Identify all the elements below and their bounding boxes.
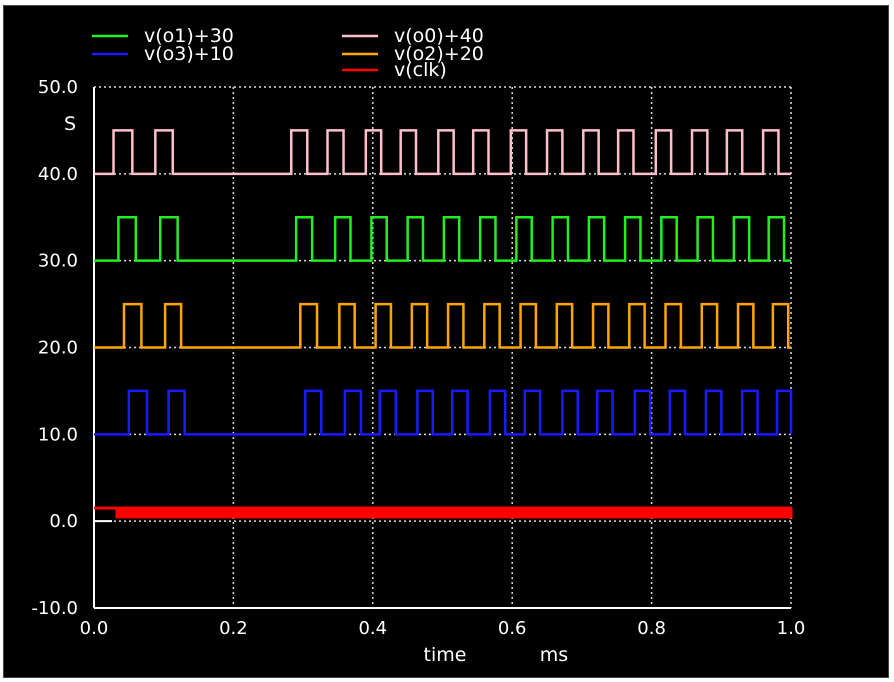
x-tick-label: 0.4 <box>358 618 387 639</box>
x-tick-label: 0.6 <box>498 618 527 639</box>
tick-labels: -10.00.010.020.030.040.050.00.0 0.2 0.4 0.6… <box>31 77 805 639</box>
y-tick-label: 20.0 <box>38 338 78 359</box>
y-tick-label: 10.0 <box>38 424 78 445</box>
y-tick-label: 0.0 <box>49 511 78 532</box>
legend-item[interactable]: v(o3)+10 <box>92 43 234 65</box>
traces <box>94 129 793 519</box>
legend-label: v(o2)+20 <box>394 43 484 65</box>
legend-label: v(o1)+30 <box>144 25 234 47</box>
y-tick-label: 30.0 <box>38 251 78 272</box>
x-tick-label: 1.0 <box>777 618 806 639</box>
y-tick-label: 40.0 <box>38 164 78 185</box>
x-axis-label: time <box>424 644 467 666</box>
legend-item[interactable]: v(o0)+40 <box>342 25 484 47</box>
waveform-chart: -10.00.010.020.030.040.050.00.0 0.2 0.4 0.6… <box>31 25 805 666</box>
legend-item[interactable]: v(o1)+30 <box>92 25 234 47</box>
x-tick-label: 0.8 <box>637 618 666 639</box>
legend[interactable]: v(o1)+30v(o3)+10 v(o0)+40v(o2)+20v(clk) <box>92 25 484 81</box>
x-tick-label: 0.2 <box>219 618 248 639</box>
trace-v-o0-40 <box>94 129 791 176</box>
x-tick-label: 0.0 <box>80 618 109 639</box>
trace-v-o1-30 <box>94 216 791 262</box>
y-tick-label: 50.0 <box>38 77 78 98</box>
legend-label: v(clk) <box>394 59 447 81</box>
plot-window: -10.0 0.0 10.0 20.0 30.0 40.0 50.0 0.0 0.2 0.4 0.6… <box>3 5 889 678</box>
x-unit-label: ms <box>540 644 568 666</box>
legend-item[interactable]: v(o2)+20 <box>342 43 484 65</box>
y-unit-label: S <box>64 113 76 135</box>
legend-item[interactable]: v(clk) <box>342 59 447 81</box>
legend-label: v(o3)+10 <box>144 43 234 65</box>
trace-v-o2-20 <box>94 302 791 349</box>
legend-label: v(o0)+40 <box>394 25 484 47</box>
trace-clk <box>94 506 793 519</box>
trace-v-o3-10 <box>94 389 793 436</box>
y-tick-label: -10.0 <box>31 598 78 619</box>
